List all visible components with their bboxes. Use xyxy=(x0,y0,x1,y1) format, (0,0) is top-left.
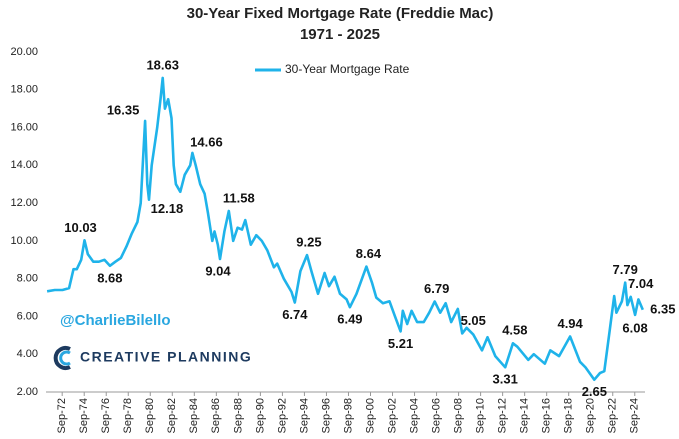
x-tick-label: Sep-82 xyxy=(166,398,178,433)
x-tick-label: Sep-04 xyxy=(408,398,420,433)
x-tick-label: Sep-22 xyxy=(607,398,619,433)
x-tick-label: Sep-80 xyxy=(144,398,156,433)
y-tick-label: 12.00 xyxy=(10,197,38,209)
data-label: 2.65 xyxy=(582,384,607,399)
y-tick-label: 2.00 xyxy=(17,386,38,398)
x-tick-label: Sep-20 xyxy=(585,398,597,433)
data-label: 9.25 xyxy=(296,234,321,249)
y-tick-label: 20.00 xyxy=(10,46,38,58)
data-label: 5.21 xyxy=(388,336,413,351)
x-tick-label: Sep-86 xyxy=(210,398,222,433)
data-label: 4.58 xyxy=(502,323,527,338)
y-tick-label: 16.00 xyxy=(10,121,38,133)
y-tick-label: 4.00 xyxy=(17,348,38,360)
line-series xyxy=(46,76,644,381)
data-label: 7.04 xyxy=(628,276,654,291)
x-tick-label: Sep-90 xyxy=(254,398,266,433)
x-tick-label: Sep-98 xyxy=(342,398,354,433)
data-label: 6.35 xyxy=(650,301,675,316)
data-label: 6.74 xyxy=(282,307,308,322)
y-tick-label: 6.00 xyxy=(17,310,38,322)
x-tick-label: Sep-76 xyxy=(100,398,112,433)
x-tick-label: Sep-08 xyxy=(452,398,464,433)
watermark: @CharlieBilello xyxy=(60,312,171,329)
y-tick-label: 8.00 xyxy=(17,273,38,285)
x-tick-label: Sep-24 xyxy=(629,398,641,433)
data-label: 6.79 xyxy=(424,281,449,296)
y-tick-label: 18.00 xyxy=(10,84,38,96)
data-label: 12.18 xyxy=(151,201,184,216)
y-tick-label: 10.00 xyxy=(10,235,38,247)
logo-text: CREATIVE PLANNING xyxy=(80,349,252,365)
x-tick-label: Sep-14 xyxy=(519,398,531,433)
x-tick-label: Sep-72 xyxy=(56,398,68,433)
data-label: 8.68 xyxy=(97,270,122,285)
x-tick-label: Sep-78 xyxy=(122,398,134,433)
x-tick-label: Sep-06 xyxy=(430,398,442,433)
chart-title: 30-Year Fixed Mortgage Rate (Freddie Mac… xyxy=(187,5,494,22)
x-tick-label: Sep-84 xyxy=(188,398,200,433)
data-label: 16.35 xyxy=(107,102,140,117)
y-tick-label: 14.00 xyxy=(10,159,38,171)
data-label: 14.66 xyxy=(190,134,223,149)
data-label: 7.79 xyxy=(613,262,638,277)
x-tick-label: Sep-96 xyxy=(320,398,332,433)
chart-subtitle: 1971 - 2025 xyxy=(300,26,380,43)
x-tick-label: Sep-16 xyxy=(541,398,553,433)
data-label: 9.04 xyxy=(205,263,231,278)
data-label: 5.05 xyxy=(461,313,486,328)
data-label: 11.58 xyxy=(223,190,255,205)
data-label: 18.63 xyxy=(146,57,179,72)
data-label: 4.94 xyxy=(557,316,583,331)
x-tick-label: Sep-92 xyxy=(276,398,288,433)
x-tick-label: Sep-74 xyxy=(78,398,90,433)
logo-icon xyxy=(53,346,71,370)
x-tick-label: Sep-10 xyxy=(475,398,487,433)
data-label: 8.64 xyxy=(356,246,382,261)
x-tick-label: Sep-18 xyxy=(563,398,575,433)
x-tick-label: Sep-02 xyxy=(386,398,398,433)
data-label: 3.31 xyxy=(493,372,518,387)
data-label: 6.49 xyxy=(337,312,362,327)
x-tick-label: Sep-88 xyxy=(232,398,244,433)
x-tick-label: Sep-00 xyxy=(364,398,376,433)
x-tick-label: Sep-12 xyxy=(497,398,509,433)
data-label: 6.08 xyxy=(622,320,647,335)
x-tick-label: Sep-94 xyxy=(298,398,310,433)
legend-label: 30-Year Mortgage Rate xyxy=(285,62,410,76)
data-label: 10.03 xyxy=(64,220,97,235)
